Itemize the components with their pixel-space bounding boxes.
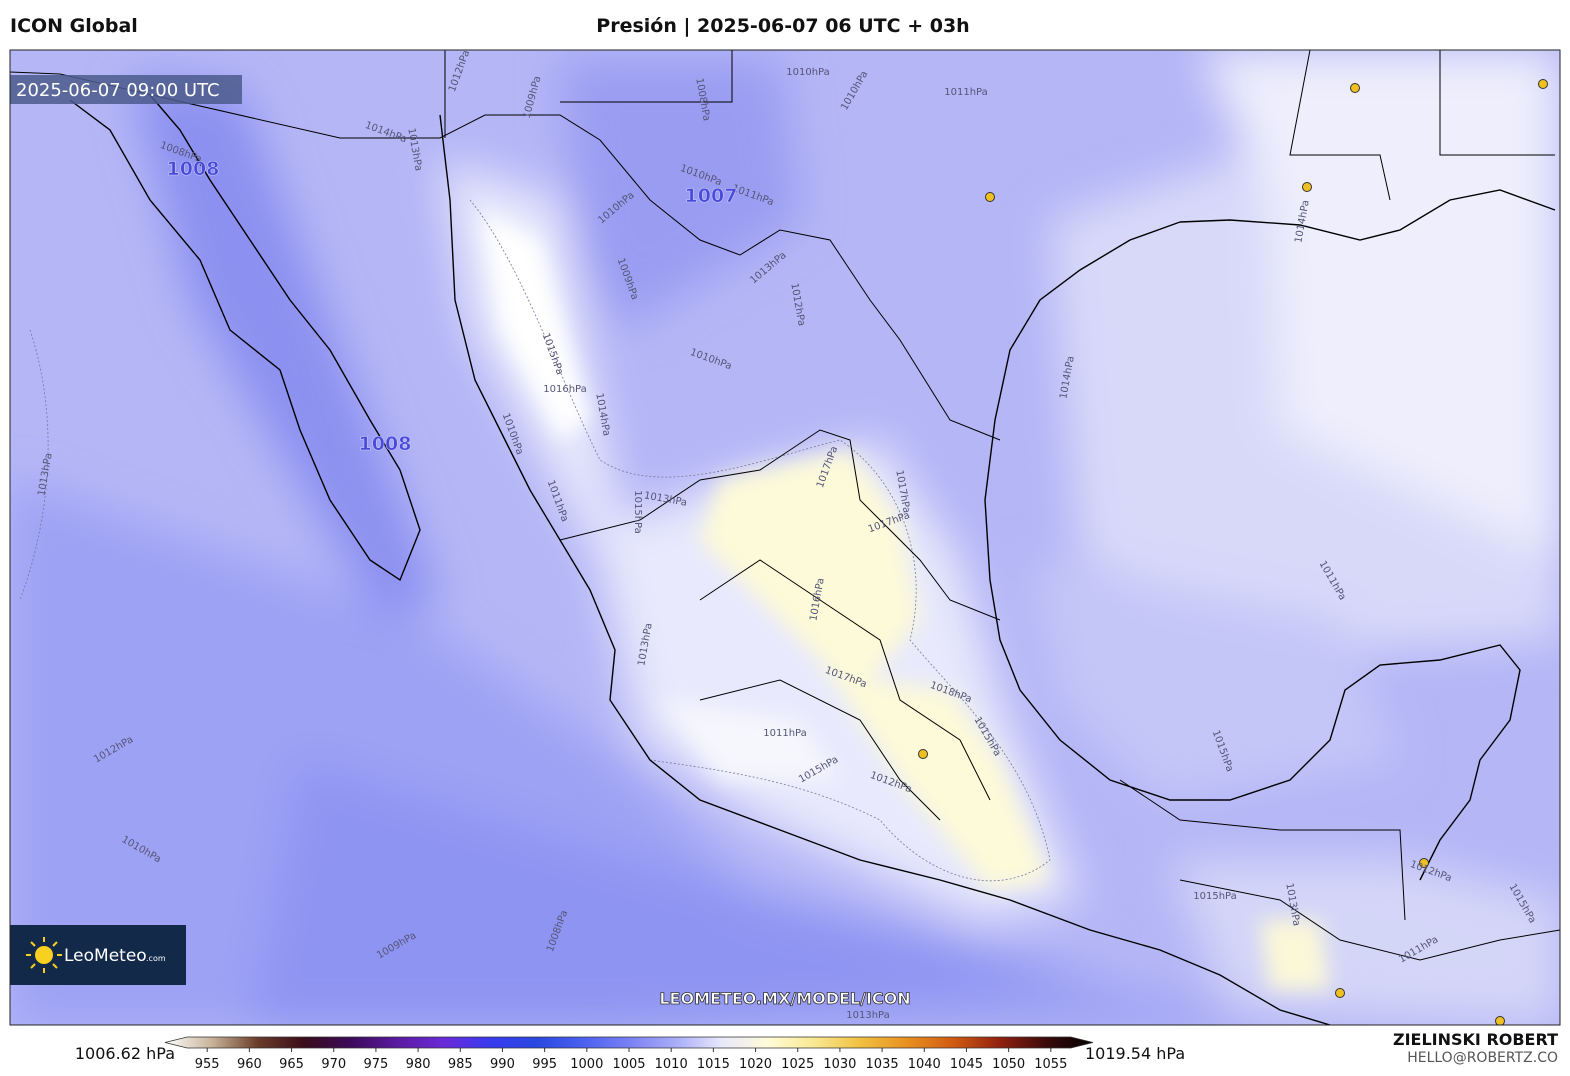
colorbar-tick-label: 1045 [950,1057,983,1072]
colorbar-tick-label: 1035 [866,1057,899,1072]
city [1495,1016,1505,1025]
colorbar-tick-label: 995 [532,1057,557,1072]
coastlines [69,94,1556,1025]
colorbar-tick-label: 1000 [570,1057,603,1072]
colorbar-tick-label: 955 [195,1057,220,1072]
colorbar-tick-label: 1025 [781,1057,814,1072]
logo-text: LeoMeteo [64,946,147,966]
cities [918,79,1548,1025]
isobars [19,199,1051,882]
colorbar-tick-label: 985 [448,1057,473,1072]
colorbar-tick-label: 970 [321,1057,346,1072]
colorbar-tick-label: 960 [237,1057,262,1072]
contour-label: 1013hPa [846,1010,890,1021]
contour-label: 1010hPa [786,67,830,78]
author-name: ZIELINSKI ROBERT [1393,1030,1558,1049]
colorbar-tick-label: 980 [406,1057,431,1072]
logo-rays [26,937,62,973]
colorbar-tick-label: 1005 [612,1057,645,1072]
colorbar-tick-label: 975 [363,1057,388,1072]
colorbar-tick-label: 1055 [1034,1057,1067,1072]
colorbar-tick-label: 1010 [655,1057,688,1072]
city [918,749,928,759]
valid-time-box [10,75,242,104]
logo-suffix: .com [146,954,166,963]
colorbar-min: 1006.62 hPa [75,1044,175,1063]
city [1538,79,1548,89]
colorbar-max: 1019.54 hPa [1085,1044,1185,1063]
colorbar-tick-label: 990 [490,1057,515,1072]
colorbar-tick-label: 1020 [739,1057,772,1072]
contour-label: 1011hPa [944,87,988,98]
city [1419,858,1429,868]
contour-label: 1016hPa [543,384,587,395]
watermark: LEOMETEO.MX/MODEL/ICON [659,989,910,1008]
contour-label: 1011hPa [763,728,807,739]
high-pressure [480,210,1330,990]
colorbar-tick-label: 1030 [823,1057,856,1072]
colorbar-bar [164,1036,1094,1049]
contour-label: 1015hPa [632,490,643,534]
model-name: ICON Global [10,15,138,37]
city [1302,182,1312,192]
borders [10,50,1560,961]
colorbar-tick-label: 1015 [697,1057,730,1072]
city [985,192,995,202]
low-center: 1007 [685,185,738,207]
colorbar-tick-label: 1040 [908,1057,941,1072]
logo-sun [35,946,53,964]
colorbar-tick-label: 965 [279,1057,304,1072]
low-center: 1008 [167,158,220,180]
colorbar: 955 960 965 970 975 980 985 990 995 1000 1005 1010 1… [75,1036,1185,1072]
map-frame [9,49,1561,1026]
valid-time: 2025-06-07 09:00 UTC [16,80,220,101]
colorbar-tick-label: 1050 [992,1057,1025,1072]
city [1335,988,1345,998]
map-title: Presión | 2025-06-07 06 UTC + 03h [596,15,969,37]
author-email: HELLO@ROBERTZ.CO [1407,1050,1558,1066]
low-center: 1008 [359,433,412,455]
contour-label: 1015hPa [1193,891,1237,902]
city [1350,83,1360,93]
